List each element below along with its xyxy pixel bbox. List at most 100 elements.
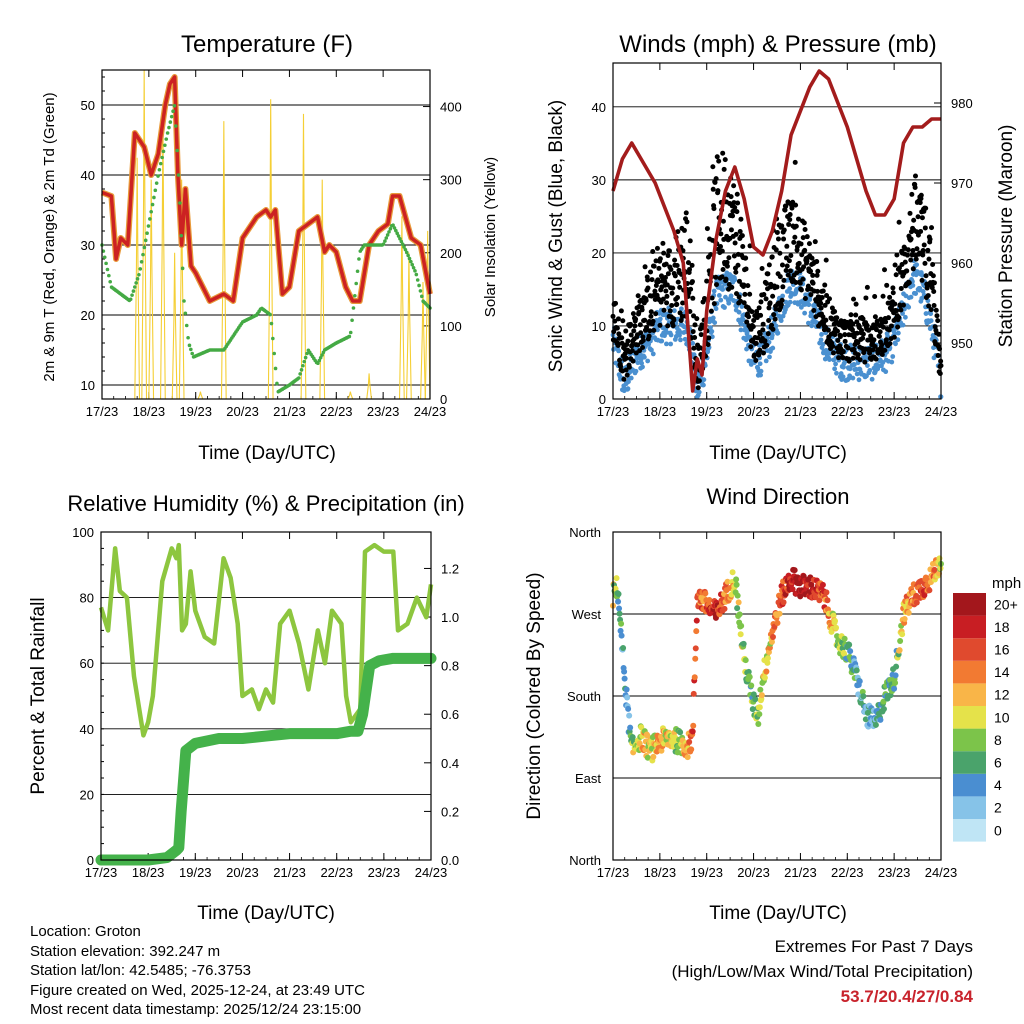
dewpoint-point	[402, 245, 406, 249]
wind-gust-point	[922, 260, 928, 266]
wind-speed-point	[841, 364, 846, 370]
wind-gust-point	[796, 216, 802, 222]
wind-gust-point	[630, 358, 636, 364]
winds-title: Winds (mph) & Pressure (mb)	[619, 31, 936, 58]
dewpoint-point	[320, 353, 324, 357]
wind-gust-point	[855, 340, 861, 346]
wind-gust-point	[857, 357, 863, 363]
wind-gust-point	[888, 323, 894, 329]
wind-speed-point	[640, 364, 645, 370]
wind-gust-point	[894, 252, 900, 258]
wind-gust-point	[877, 329, 883, 335]
wind-gust-point	[687, 238, 693, 244]
humidity-plot-border	[100, 531, 432, 861]
winds-y-tick-label: 40	[592, 100, 606, 115]
wind-gust-point	[773, 247, 779, 253]
dewpoint-point	[350, 318, 354, 323]
wind-direction-point	[862, 716, 869, 723]
wind-direction-point	[931, 566, 938, 573]
wind-gust-point	[669, 290, 675, 296]
winds-panel: Winds (mph) & Pressure (mb) Time (Day/UT…	[546, 31, 1017, 464]
wind-gust-point	[627, 321, 633, 327]
humidity-y-tick-label: 100	[72, 525, 94, 540]
dewpoint-point	[414, 272, 419, 277]
wind-gust-point	[929, 285, 935, 291]
wind-gust-point	[919, 277, 925, 283]
legend-color-box	[953, 683, 986, 706]
dewpoint-point	[168, 120, 173, 124]
wind-gust-point	[915, 232, 921, 238]
wind-gust-point	[880, 324, 886, 330]
dewpoint-point	[167, 125, 171, 130]
wind-gust-point	[896, 219, 902, 225]
wind-speed-point	[803, 292, 808, 298]
dewpoint-point	[354, 281, 359, 286]
wind-speed-point	[713, 306, 719, 312]
dewpoint-point	[387, 230, 391, 234]
temperature-x-tick-label: 19/23	[179, 404, 212, 419]
wind-gust-point	[774, 284, 780, 290]
wind-gust-point	[653, 283, 659, 289]
wind-gust-point	[661, 250, 667, 256]
dewpoint-point	[404, 250, 409, 255]
solar-insolation-spike	[220, 121, 227, 400]
wind-gust-point	[779, 297, 785, 303]
wind-gust-point	[918, 228, 924, 234]
wind-gust-point	[648, 309, 654, 315]
direction-x-tick-label: 24/23	[925, 865, 958, 880]
winds-x-tick-label: 19/23	[690, 404, 723, 419]
dewpoint-point	[176, 173, 181, 177]
legend-color-box	[953, 819, 986, 842]
wind-direction-point	[684, 754, 691, 761]
wind-direction-point	[736, 611, 743, 618]
wind-gust-point	[732, 205, 738, 211]
temperature-y2-tick-label: 100	[440, 319, 462, 334]
wind-gust-point	[642, 264, 648, 270]
station-info: Location: Groton Station elevation: 392.…	[30, 922, 365, 1020]
wind-gust-point	[850, 355, 856, 361]
dewpoint-point	[396, 234, 401, 238]
wind-speed-point	[827, 357, 832, 362]
wind-speed-point	[649, 347, 654, 353]
wind-speed-point	[900, 322, 906, 328]
wind-gust-point	[616, 331, 622, 337]
wind-direction-point	[735, 599, 742, 606]
wind-gust-point	[808, 268, 814, 274]
wind-gust-point	[679, 313, 685, 319]
dewpoint-point	[178, 201, 182, 205]
wind-direction-point	[738, 622, 745, 629]
wind-gust-point	[777, 274, 783, 280]
legend-label: 8	[994, 732, 1002, 748]
wind-gust-point	[893, 272, 899, 278]
wind-gust-point	[726, 255, 732, 261]
wind-direction-point	[823, 589, 830, 596]
dewpoint-point	[347, 334, 352, 339]
humidity-x-tick-label: 18/23	[132, 865, 165, 880]
direction-x-tick-label: 19/23	[690, 865, 723, 880]
dewpoint-point	[174, 124, 178, 128]
wind-gust-point	[743, 255, 749, 261]
wind-gust-point	[648, 313, 654, 319]
solar-insolation-spike	[148, 179, 155, 400]
wind-direction-point	[677, 729, 684, 736]
wind-gust-point	[618, 308, 624, 314]
wind-gust-point	[626, 364, 632, 370]
wind-gust-point	[908, 236, 914, 242]
solar-insolation-spike	[319, 179, 326, 400]
dewpoint-point	[388, 227, 393, 231]
wind-gust-point	[832, 332, 838, 338]
solar-insolation-spike	[134, 157, 141, 400]
solar-insolation-spike	[366, 373, 372, 400]
wind-gust-point	[814, 288, 820, 294]
direction-x-label: Time (Day/UTC)	[709, 903, 847, 924]
wind-gust-point	[629, 348, 635, 354]
wind-gust-point	[657, 256, 663, 262]
wind-gust-point	[853, 312, 859, 318]
wind-gust-point	[635, 293, 641, 299]
wind-gust-point	[937, 371, 943, 377]
wind-gust-point	[719, 274, 725, 280]
wind-gust-point	[718, 231, 724, 237]
wind-gust-point	[872, 343, 878, 349]
solar-insolation-spike	[347, 391, 354, 400]
wind-gust-point	[809, 255, 815, 261]
